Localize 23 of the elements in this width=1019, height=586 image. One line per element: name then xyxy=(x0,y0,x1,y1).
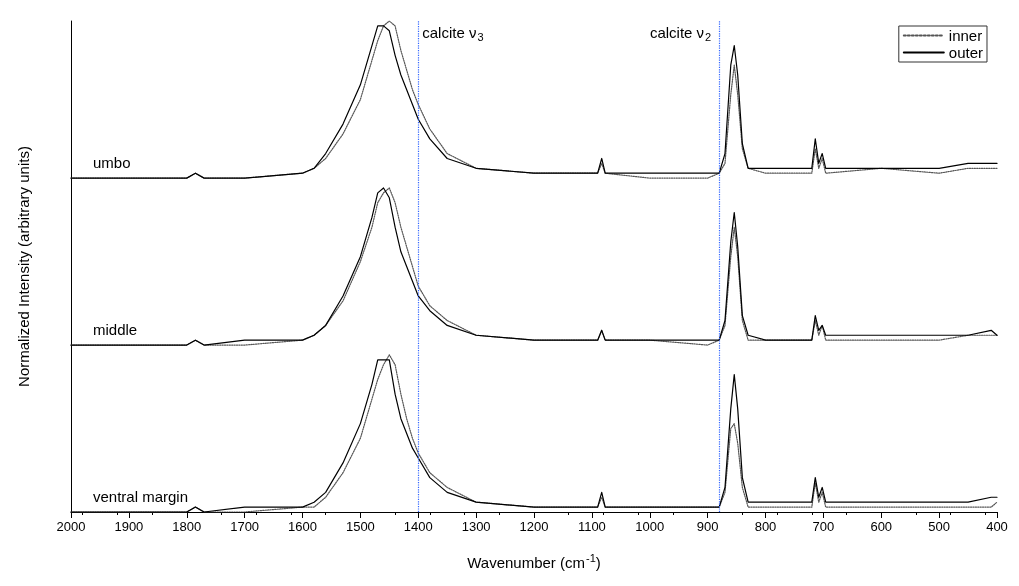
x-tick-label: 1400 xyxy=(403,519,433,534)
x-tick-label: 1900 xyxy=(114,519,144,534)
x-tick-label: 1500 xyxy=(345,519,375,534)
x-tick-label: 400 xyxy=(986,519,1008,534)
x-tick-label: 1000 xyxy=(635,519,665,534)
x-tick-label: 1200 xyxy=(519,519,549,534)
x-tick-label: 1600 xyxy=(288,519,317,534)
annotation: ventral margin xyxy=(93,488,189,505)
x-tick-label: 500 xyxy=(928,519,950,534)
x-tick-label: 1700 xyxy=(230,519,260,534)
x-tick-label: 1100 xyxy=(577,519,606,534)
x-tick-label: 2000 xyxy=(56,519,86,534)
x-tick-label: 700 xyxy=(812,519,835,534)
annotation: umbo xyxy=(93,154,131,172)
x-tick-label: 600 xyxy=(870,519,893,534)
x-tick-label: 1800 xyxy=(172,519,202,534)
x-tick-label: 800 xyxy=(754,519,777,534)
x-tick-label: 900 xyxy=(696,519,719,534)
legend-label: outer xyxy=(948,44,984,61)
legend-label: inner xyxy=(948,27,983,44)
x-tick-label: 1300 xyxy=(461,519,491,534)
annotation: middle xyxy=(93,321,138,339)
y-axis-title: Normalized Intensity (arbitrary units) xyxy=(15,146,32,387)
